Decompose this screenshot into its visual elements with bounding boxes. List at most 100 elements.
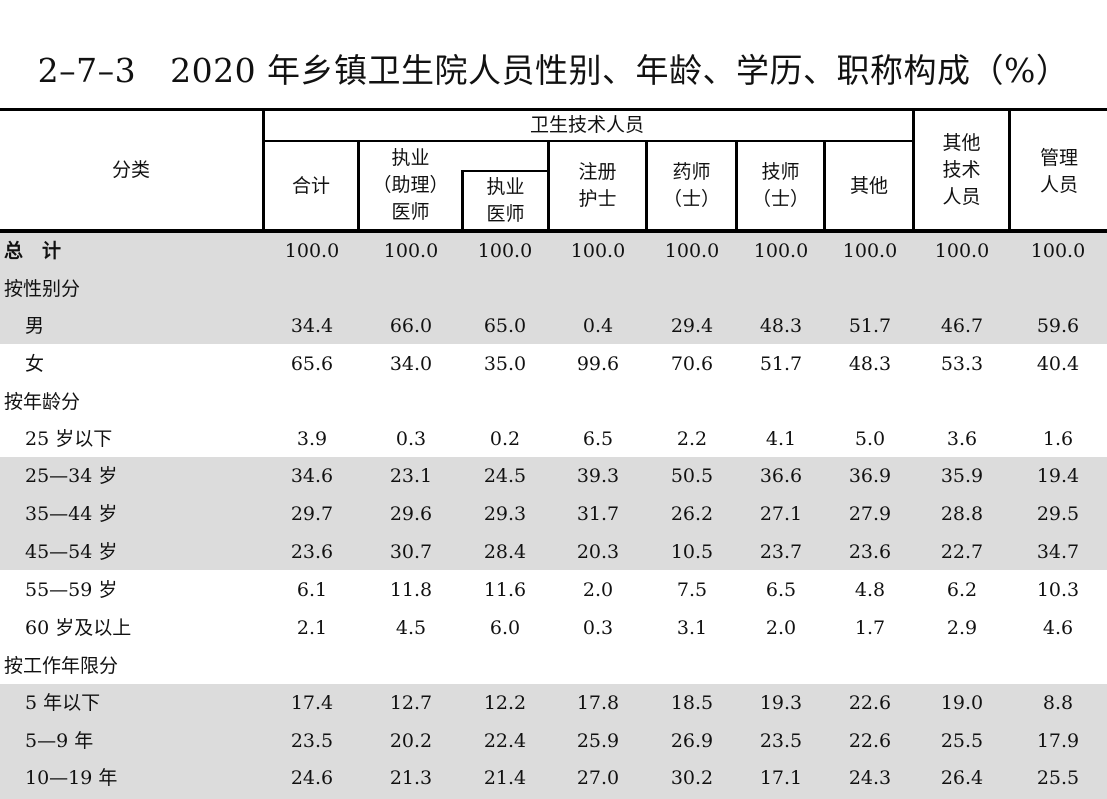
- table-row: 45—54 岁 23.6 30.7 28.4 20.3 10.5 23.7 23.6 22.7 3…: [0, 533, 1107, 571]
- table-cell: 2.0: [582, 579, 614, 601]
- header-text: 技术: [942, 159, 981, 181]
- table-cell: 7.5: [676, 579, 708, 601]
- table-cell: 22.6: [848, 730, 892, 752]
- header-text: 注册: [578, 161, 617, 183]
- row-label: 55—59 岁: [25, 579, 118, 601]
- table-row: 女 65.6 34.0 35.0 99.6 70.6 51.7 48.3 53.3 40.4: [0, 345, 1107, 383]
- table-row: 10—19 年 24.6 21.3 21.4 27.0 30.2 17.1 24.3 26.4 2…: [0, 759, 1107, 797]
- shaded-band: [0, 457, 1107, 570]
- table-cell: 35.9: [940, 465, 984, 487]
- table-cell: 26.9: [670, 730, 714, 752]
- table-cell: [1013, 647, 1103, 685]
- table-cell: 100.0: [284, 240, 340, 262]
- table-cell: 17.4: [290, 692, 334, 714]
- table-cell: 99.6: [576, 353, 620, 375]
- header-divider: [262, 111, 265, 229]
- table-cell: [1013, 270, 1103, 308]
- table-cell: 28.8: [940, 503, 984, 525]
- header-divider: [735, 142, 738, 229]
- table-cell: 39.3: [576, 465, 620, 487]
- header-text: 管理: [1039, 147, 1078, 169]
- top-rule: [0, 108, 1107, 111]
- table-cell: 23.6: [848, 541, 892, 563]
- table-cell: 24.3: [848, 767, 892, 789]
- table-cell: [553, 647, 643, 685]
- table-cell: 10.5: [670, 541, 714, 563]
- header-text: 执业: [486, 176, 525, 198]
- header-text: （士）: [751, 188, 809, 210]
- table-row: 25 岁以下 3.9 0.3 0.2 6.5 2.2 4.1 5.0 3.6 1.6: [0, 420, 1107, 458]
- table-cell: 53.3: [940, 353, 984, 375]
- table-cell: [1013, 383, 1103, 421]
- table-cell: 1.7: [854, 617, 886, 639]
- table-cell: 8.8: [1042, 692, 1074, 714]
- table-row: 按性别分: [0, 270, 1107, 308]
- table-cell: 34.4: [290, 315, 334, 337]
- row-label: 男: [25, 315, 45, 337]
- table-cell: [267, 270, 357, 308]
- table-cell: 4.5: [395, 617, 427, 639]
- table-cell: 29.7: [290, 503, 334, 525]
- header-text: 技师: [761, 161, 800, 183]
- table-row: 男 34.4 66.0 65.0 0.4 29.4 48.3 51.7 46.7 59.6: [0, 307, 1107, 345]
- table-cell: [917, 270, 1007, 308]
- table-cell: [825, 383, 915, 421]
- table-cell: 2.2: [676, 428, 708, 450]
- table-cell: 4.8: [854, 579, 886, 601]
- header-text: 医师: [391, 201, 430, 223]
- row-label: 10—19 年: [25, 767, 118, 789]
- table-cell: 6.2: [946, 579, 978, 601]
- table-cell: 4.1: [765, 428, 797, 450]
- table-cell: 34.0: [389, 353, 433, 375]
- row-label: 60 岁及以上: [25, 617, 132, 639]
- header-text: 护士: [578, 188, 617, 210]
- table-cell: 48.3: [848, 353, 892, 375]
- row-label: 5 年以下: [25, 692, 101, 714]
- table-title: 2–7–3 2020 年乡镇卫生院人员性别、年龄、学历、职称构成（%）: [0, 44, 1107, 92]
- table-cell: 18.5: [670, 692, 714, 714]
- table-cell: 19.4: [1036, 465, 1080, 487]
- table-cell: 10.3: [1036, 579, 1080, 601]
- table-cell: 100.0: [842, 240, 898, 262]
- table-cell: 11.6: [483, 579, 527, 601]
- table-cell: [460, 383, 550, 421]
- table-cell: [825, 270, 915, 308]
- table-cell: 0.3: [395, 428, 427, 450]
- table-cell: [647, 270, 737, 308]
- table-row: 按工作年限分: [0, 647, 1107, 685]
- header-text: 其他: [942, 132, 981, 154]
- table-cell: 26.4: [940, 767, 984, 789]
- header-practicing-assistant: 执业 （助理） 医师: [360, 146, 461, 225]
- table-cell: 11.8: [389, 579, 433, 601]
- header-subrule: [262, 140, 914, 142]
- table-cell: 30.7: [389, 541, 433, 563]
- header-mgmt: 管理 人员: [1011, 146, 1107, 198]
- row-label: 25—34 岁: [25, 465, 118, 487]
- header-text: 人员: [942, 186, 981, 208]
- table-cell: 17.9: [1036, 730, 1080, 752]
- table-row: 55—59 岁 6.1 11.8 11.6 2.0 7.5 6.5 4.8 6.2 10.3: [0, 571, 1107, 609]
- table-cell: 5.0: [854, 428, 886, 450]
- row-label: 总 计: [4, 240, 62, 262]
- table-cell: [460, 647, 550, 685]
- table-cell: 65.0: [483, 315, 527, 337]
- table-cell: 20.2: [389, 730, 433, 752]
- row-label: 45—54 岁: [25, 541, 118, 563]
- section-label: 按年龄分: [4, 391, 81, 413]
- table-cell: 20.3: [576, 541, 620, 563]
- table-cell: 34.6: [290, 465, 334, 487]
- table-cell: 51.7: [759, 353, 803, 375]
- header-divider: [547, 142, 550, 229]
- table-cell: 50.5: [670, 465, 714, 487]
- section-label: 按工作年限分: [4, 655, 119, 677]
- row-label: 女: [25, 353, 45, 375]
- table-cell: 23.5: [290, 730, 334, 752]
- table-cell: 46.7: [940, 315, 984, 337]
- table-cell: 23.5: [759, 730, 803, 752]
- table-cell: 17.8: [576, 692, 620, 714]
- table-cell: [825, 647, 915, 685]
- header-other: 其他: [849, 175, 888, 197]
- table-cell: [647, 383, 737, 421]
- header-divider: [357, 142, 360, 229]
- table-cell: 3.6: [946, 428, 978, 450]
